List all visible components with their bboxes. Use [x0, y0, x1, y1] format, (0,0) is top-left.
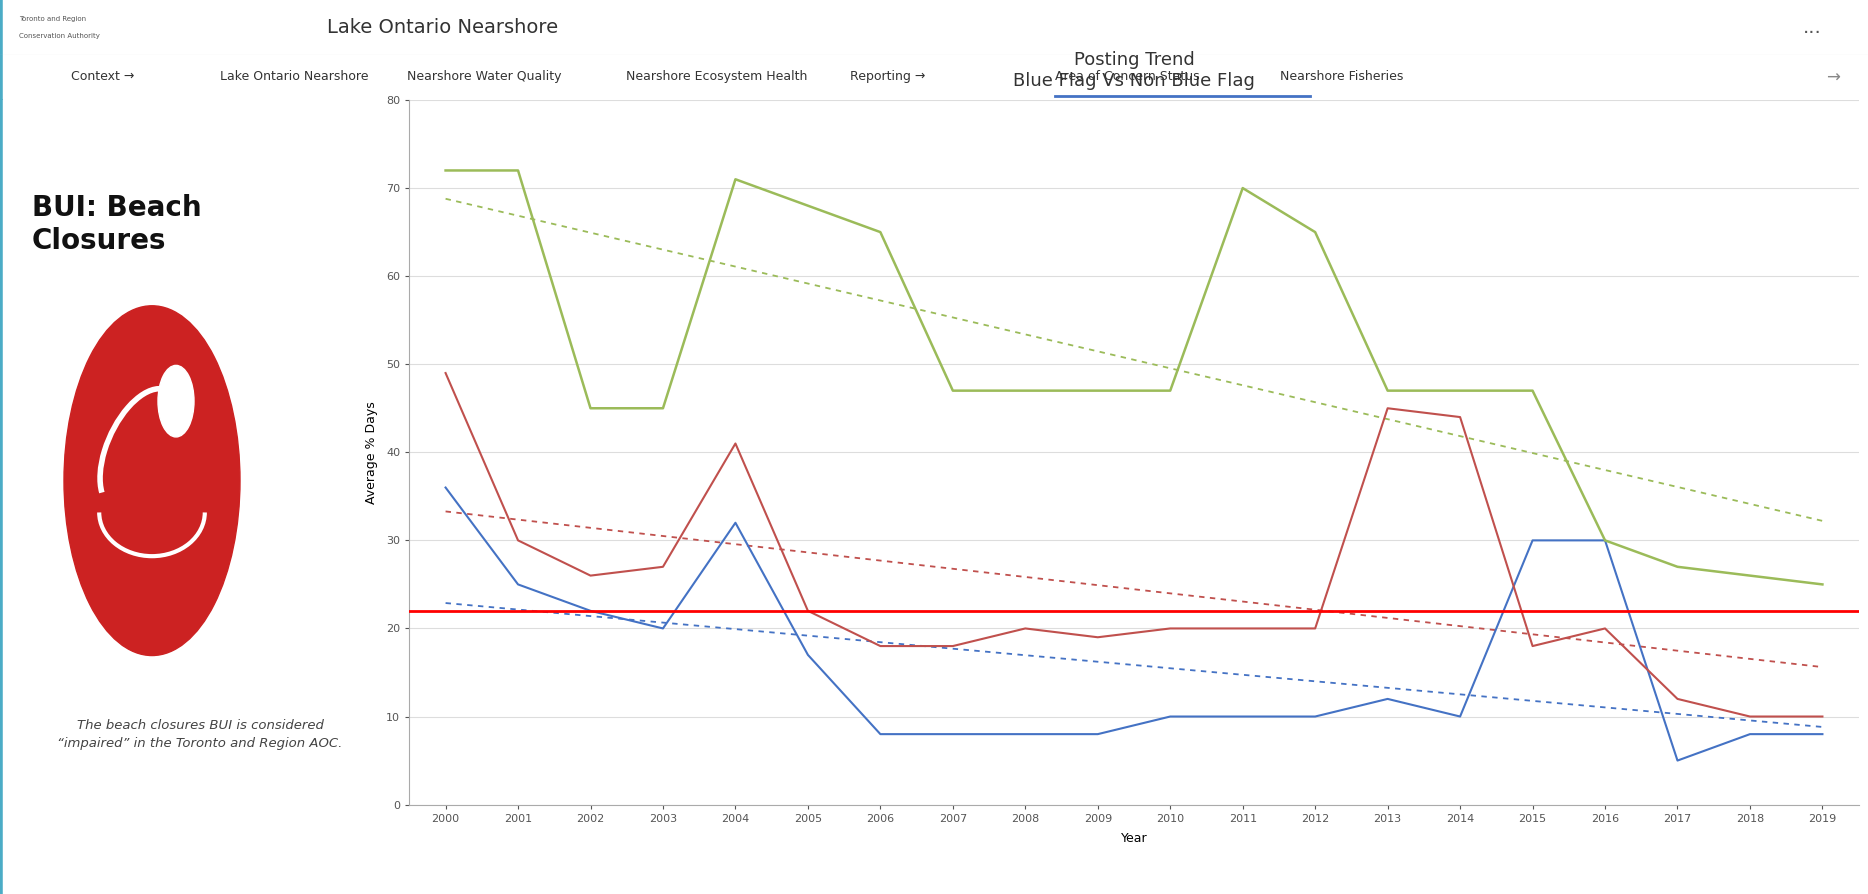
X-axis label: Year: Year [1121, 832, 1147, 845]
Text: Toronto and Region: Toronto and Region [19, 16, 86, 22]
Text: BUI: Beach
Closures: BUI: Beach Closures [32, 195, 202, 255]
Y-axis label: Average % Days: Average % Days [364, 401, 377, 503]
Circle shape [159, 366, 194, 437]
Text: Nearshore Ecosystem Health: Nearshore Ecosystem Health [626, 70, 807, 83]
Text: Area of Concern Status: Area of Concern Status [1055, 70, 1199, 83]
Text: Reporting →: Reporting → [850, 70, 925, 83]
Text: Context →: Context → [71, 70, 134, 83]
Title: Posting Trend
Blue Flag Vs Non Blue Flag: Posting Trend Blue Flag Vs Non Blue Flag [1012, 51, 1255, 90]
Text: Conservation Authority: Conservation Authority [19, 33, 99, 38]
Text: ...: ... [1803, 18, 1821, 37]
Text: →: → [1827, 69, 1840, 87]
Text: Lake Ontario Nearshore: Lake Ontario Nearshore [327, 18, 559, 37]
Text: Nearshore Fisheries: Nearshore Fisheries [1280, 70, 1403, 83]
Text: The beach closures BUI is considered
“impaired” in the Toronto and Region AOC.: The beach closures BUI is considered “im… [58, 719, 342, 750]
Circle shape [64, 306, 239, 655]
Text: Nearshore Water Quality: Nearshore Water Quality [407, 70, 562, 83]
Text: Lake Ontario Nearshore: Lake Ontario Nearshore [220, 70, 368, 83]
